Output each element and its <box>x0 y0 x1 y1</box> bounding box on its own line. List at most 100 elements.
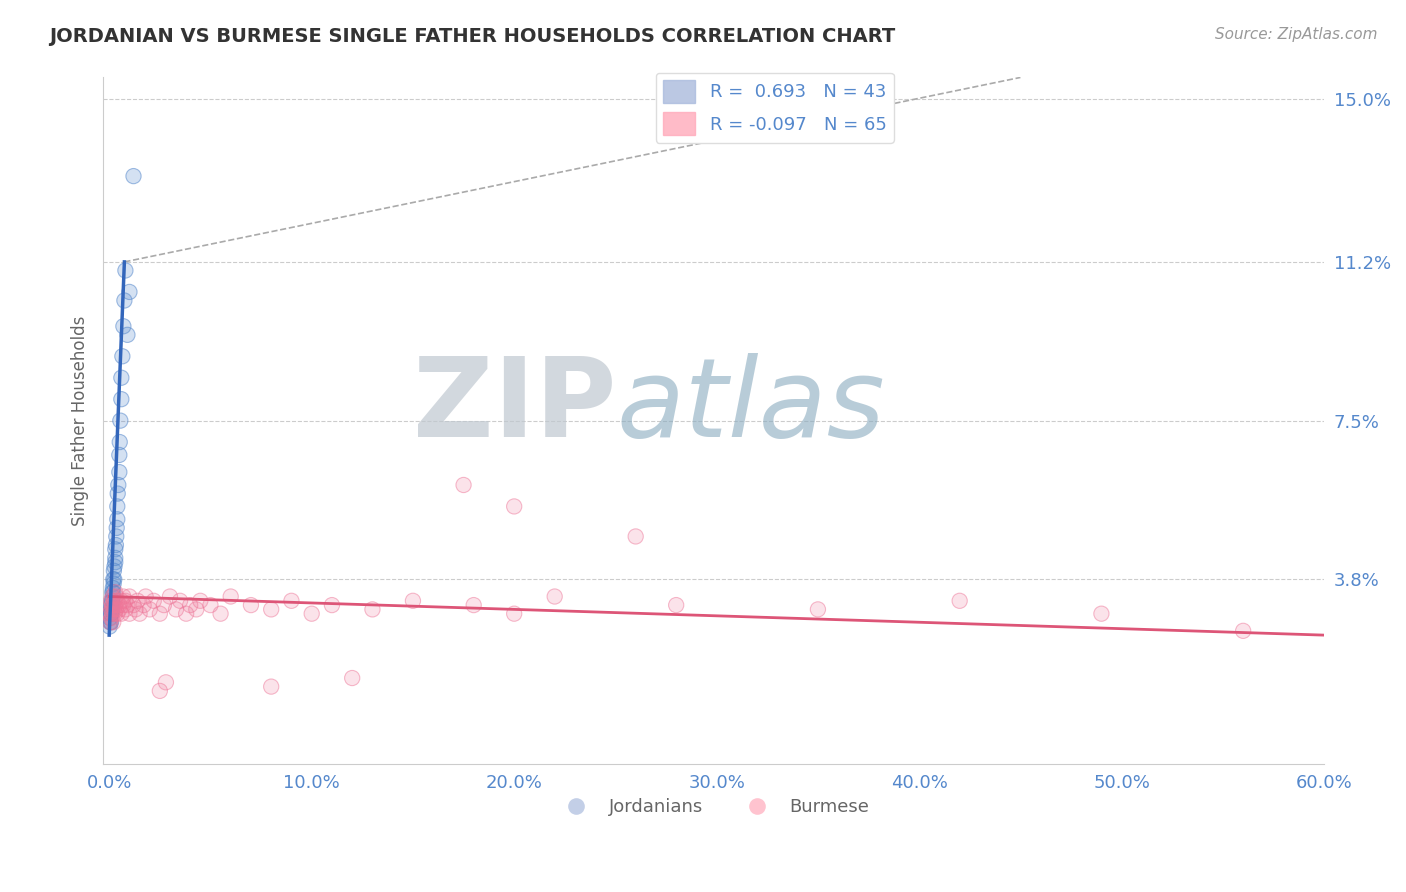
Point <box>104 607 127 621</box>
Point <box>111 349 134 363</box>
Point <box>321 598 343 612</box>
Point <box>463 598 485 612</box>
Point <box>219 590 242 604</box>
Point <box>503 607 526 621</box>
Point <box>665 598 688 612</box>
Point <box>103 576 125 591</box>
Point <box>118 285 141 299</box>
Point <box>544 590 567 604</box>
Point <box>108 602 131 616</box>
Point <box>100 602 122 616</box>
Point <box>114 594 136 608</box>
Point <box>159 590 181 604</box>
Text: JORDANIAN VS BURMESE SINGLE FATHER HOUSEHOLDS CORRELATION CHART: JORDANIAN VS BURMESE SINGLE FATHER HOUSE… <box>49 27 896 45</box>
Point <box>1232 624 1254 638</box>
Point <box>105 607 128 621</box>
Point <box>186 602 208 616</box>
Point <box>179 598 201 612</box>
Point <box>503 607 526 621</box>
Point <box>101 594 124 608</box>
Point <box>453 478 475 492</box>
Point <box>104 538 127 552</box>
Point <box>103 615 125 630</box>
Point <box>135 590 157 604</box>
Point <box>159 590 181 604</box>
Point <box>108 448 131 462</box>
Point <box>100 594 122 608</box>
Y-axis label: Single Father Households: Single Father Households <box>72 316 89 525</box>
Point <box>107 486 129 500</box>
Legend: Jordanians, Burmese: Jordanians, Burmese <box>551 791 876 823</box>
Point <box>100 598 122 612</box>
Point <box>114 602 136 616</box>
Point <box>105 594 128 608</box>
Point <box>104 555 127 569</box>
Point <box>104 538 127 552</box>
Point <box>105 529 128 543</box>
Point <box>361 602 384 616</box>
Point <box>103 564 125 578</box>
Point <box>101 607 124 621</box>
Point <box>165 602 187 616</box>
Point <box>114 594 136 608</box>
Point <box>101 598 124 612</box>
Point <box>110 370 132 384</box>
Point <box>101 590 124 604</box>
Point <box>103 573 125 587</box>
Point <box>103 573 125 587</box>
Point <box>105 500 128 514</box>
Point <box>111 349 134 363</box>
Point <box>624 529 647 543</box>
Point <box>1090 607 1112 621</box>
Point <box>807 602 830 616</box>
Point <box>112 319 135 334</box>
Point <box>127 594 149 608</box>
Point <box>1090 607 1112 621</box>
Point <box>112 590 135 604</box>
Point <box>100 602 122 616</box>
Point <box>105 590 128 604</box>
Point <box>105 500 128 514</box>
Point <box>453 478 475 492</box>
Point <box>110 414 132 428</box>
Point <box>105 512 128 526</box>
Point <box>665 598 688 612</box>
Point <box>110 414 132 428</box>
Point <box>169 594 191 608</box>
Point <box>98 607 121 621</box>
Point <box>117 598 139 612</box>
Point <box>361 602 384 616</box>
Point <box>98 607 121 621</box>
Point <box>103 598 125 612</box>
Point <box>174 607 197 621</box>
Point <box>186 602 208 616</box>
Point <box>100 607 122 621</box>
Point <box>117 327 139 342</box>
Point <box>104 585 127 599</box>
Point <box>132 598 155 612</box>
Point <box>112 598 135 612</box>
Point <box>112 293 135 308</box>
Point <box>117 598 139 612</box>
Point <box>104 542 127 557</box>
Point <box>101 594 124 608</box>
Point <box>807 602 830 616</box>
Point <box>463 598 485 612</box>
Point <box>107 478 129 492</box>
Point <box>165 602 187 616</box>
Point <box>104 550 127 565</box>
Point <box>124 602 146 616</box>
Point <box>1232 624 1254 638</box>
Point <box>103 598 125 612</box>
Point <box>101 585 124 599</box>
Point <box>101 590 124 604</box>
Point <box>280 594 302 608</box>
Point <box>149 684 172 698</box>
Point <box>402 594 425 608</box>
Point <box>108 598 131 612</box>
Point <box>104 602 127 616</box>
Point <box>118 590 141 604</box>
Point <box>100 602 122 616</box>
Point <box>107 486 129 500</box>
Point <box>188 594 211 608</box>
